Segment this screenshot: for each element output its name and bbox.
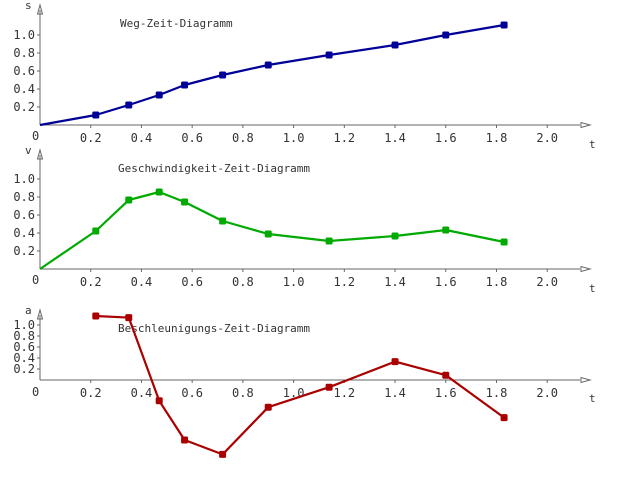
data-point	[442, 226, 450, 234]
data-point	[92, 111, 100, 119]
y-tick-label: 0.8	[13, 46, 35, 60]
data-point	[181, 81, 189, 89]
y-tick-label: 0.2	[13, 244, 35, 258]
y-tick-label: 0.8	[13, 329, 35, 343]
y-tick-label: 1.0	[13, 172, 35, 186]
chart-title: Geschwindigkeit-Zeit-Diagramm	[118, 162, 310, 175]
y-axis-arrow	[36, 308, 44, 320]
x-axis-label: t	[589, 282, 596, 295]
y-tick-label: 0.6	[13, 208, 35, 222]
data-point	[155, 188, 163, 196]
x-tick-label: 1.2	[333, 275, 355, 289]
x-tick-label: 0.6	[181, 131, 203, 145]
data-point	[125, 101, 133, 109]
y-axis-arrow	[36, 148, 44, 160]
x-tick-label: 2.0	[536, 386, 558, 400]
x-tick-label: 1.8	[486, 275, 508, 289]
data-point	[500, 21, 508, 29]
data-point	[155, 397, 163, 405]
x-tick-label: 0.8	[232, 386, 254, 400]
x-tick-label: 1.2	[333, 131, 355, 145]
weg-zeit-chart: Weg-Zeit-Diagramm s t 0 0.2 0.4 0.6 0.8 1.0 1…	[13, 0, 595, 151]
y-tick-label: 1.0	[13, 28, 35, 42]
x-tick-label: 1.4	[384, 275, 406, 289]
x-tick-label: 0.8	[232, 131, 254, 145]
x-tick-label: 0.2	[80, 386, 102, 400]
y-axis-label: a	[25, 304, 32, 317]
data-point	[219, 217, 227, 225]
y-tick-label: 0.6	[13, 64, 35, 78]
y-axis-label: s	[25, 0, 32, 12]
data-point	[391, 358, 399, 366]
data-point	[264, 61, 272, 69]
data-point	[125, 196, 133, 204]
x-tick-label: 0.4	[131, 275, 153, 289]
data-point	[264, 403, 272, 411]
origin-label: 0	[32, 129, 39, 143]
x-tick-label: 1.6	[435, 275, 457, 289]
y-axis-label: v	[25, 144, 32, 157]
x-tick-label: 0.4	[131, 131, 153, 145]
series-line	[39, 190, 505, 270]
x-tick-label: 0.2	[80, 131, 102, 145]
x-axis-arrow	[580, 265, 592, 273]
y-tick-label: 0.8	[13, 190, 35, 204]
data-point	[500, 238, 508, 246]
x-tick-label: 0.2	[80, 275, 102, 289]
x-tick-label: 0.6	[181, 386, 203, 400]
x-tick-label: 1.6	[435, 131, 457, 145]
data-point	[325, 51, 333, 59]
x-tick-label: 1.4	[384, 386, 406, 400]
y-tick-label: 0.4	[13, 82, 35, 96]
y-tick-label: 0.4	[13, 226, 35, 240]
x-tick-label: 1.6	[435, 386, 457, 400]
x-tick-label: 0.6	[181, 275, 203, 289]
data-point	[325, 237, 333, 245]
data-point	[181, 436, 189, 444]
origin-label: 0	[32, 273, 39, 287]
x-axis-label: t	[589, 392, 596, 405]
y-axis-arrow	[36, 3, 44, 15]
x-axis-arrow	[580, 376, 592, 384]
x-tick-label: 1.0	[283, 275, 305, 289]
chart-title: Beschleunigungs-Zeit-Diagramm	[118, 322, 310, 335]
data-point	[92, 227, 100, 235]
data-point	[219, 71, 227, 79]
data-point	[219, 450, 227, 458]
series-line	[95, 314, 505, 456]
x-tick-label: 2.0	[536, 131, 558, 145]
x-tick-label: 1.0	[283, 131, 305, 145]
y-tick-label: 0.2	[13, 100, 35, 114]
y-tick-label: 0.6	[13, 340, 35, 354]
geschwindigkeit-zeit-chart: Geschwindigkeit-Zeit-Diagramm v t 0 0.2 0…	[13, 144, 595, 295]
data-point	[391, 232, 399, 240]
x-tick-label: 1.4	[384, 131, 406, 145]
data-point	[181, 198, 189, 206]
data-point	[442, 371, 450, 379]
x-tick-label: 2.0	[536, 275, 558, 289]
chart-title: Weg-Zeit-Diagramm	[120, 17, 233, 30]
data-point	[500, 414, 508, 422]
data-point	[155, 91, 163, 99]
y-tick-label: 1.0	[13, 318, 35, 332]
x-tick-label: 0.4	[131, 386, 153, 400]
data-point	[325, 383, 333, 391]
beschleunigungs-zeit-chart: Beschleunigungs-Zeit-Diagramm a t 0 0.2 0…	[13, 304, 596, 458]
x-axis-arrow	[580, 121, 592, 129]
x-tick-label: 1.8	[486, 131, 508, 145]
x-tick-label: 1.8	[486, 386, 508, 400]
data-point	[125, 314, 133, 322]
series-line	[39, 23, 505, 127]
x-axis-label: t	[589, 138, 596, 151]
data-point	[391, 41, 399, 49]
origin-label: 0	[32, 385, 39, 399]
y-tick-label: 0.2	[13, 362, 35, 376]
y-tick-label: 0.4	[13, 351, 35, 365]
data-point	[442, 31, 450, 39]
data-point	[92, 312, 100, 320]
x-tick-label: 1.2	[333, 386, 355, 400]
data-point	[264, 230, 272, 238]
x-tick-label: 0.8	[232, 275, 254, 289]
